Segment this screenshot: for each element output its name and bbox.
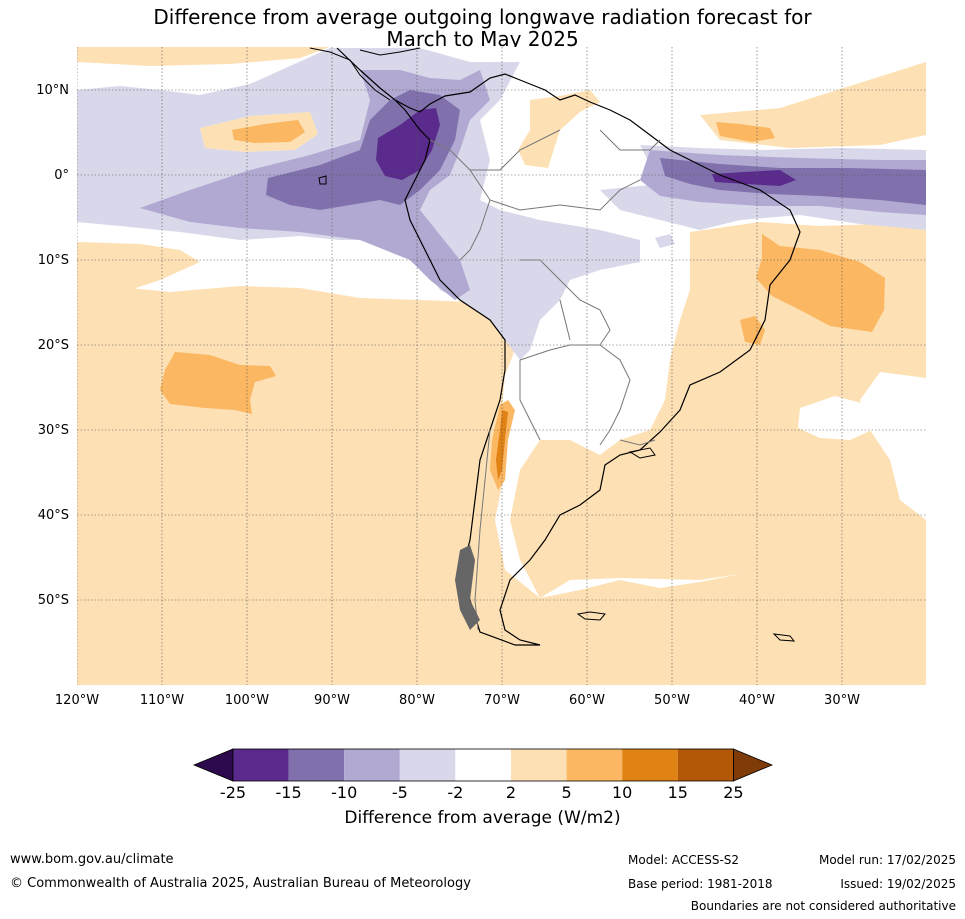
footer-model-run: Model run: 17/02/2025 bbox=[818, 853, 956, 867]
colorbar-tick-label: -5 bbox=[391, 783, 408, 802]
lon-label: 90°W bbox=[314, 693, 350, 708]
lat-label: 50°S bbox=[37, 593, 69, 608]
colorbar-tick-label: 10 bbox=[612, 783, 633, 802]
lon-label: 30°W bbox=[824, 693, 860, 708]
colorbar-tick-label: 25 bbox=[723, 783, 744, 802]
colorbar-tick-label: 5 bbox=[561, 783, 572, 802]
lat-label: 10°S bbox=[37, 253, 69, 268]
colorbar-segment bbox=[677, 749, 734, 781]
lat-label: 0° bbox=[54, 168, 69, 183]
land-neutral bbox=[510, 300, 670, 455]
graticule bbox=[77, 47, 926, 685]
colorbar-extend-max bbox=[733, 748, 774, 782]
lon-label: 40°W bbox=[739, 693, 775, 708]
lat-label: 10°N bbox=[36, 83, 69, 98]
colorbar-tick-label: -15 bbox=[275, 783, 302, 802]
map-contours bbox=[77, 47, 926, 685]
colorbar-segment bbox=[288, 749, 345, 781]
lon-label: 60°W bbox=[569, 693, 605, 708]
colorbar-outline bbox=[232, 748, 734, 782]
footer-disclaimer: Boundaries are not considered authoritat… bbox=[690, 899, 956, 913]
lon-label: 120°W bbox=[54, 693, 100, 708]
lat-label: 20°S bbox=[37, 338, 69, 353]
lon-label: 80°W bbox=[399, 693, 435, 708]
colorbar-segment bbox=[566, 749, 623, 781]
colorbar-segment bbox=[455, 749, 511, 781]
footer-base-period: Base period: 1981-2018 bbox=[628, 877, 773, 891]
colorbar-segment bbox=[511, 749, 567, 781]
colorbar-tick-label: 15 bbox=[667, 783, 688, 802]
colorbar-tick-label: -2 bbox=[447, 783, 464, 802]
title-line-2: March to May 2025 bbox=[386, 27, 579, 51]
south-america-coastline bbox=[336, 47, 801, 646]
footer-issued: Issued: 19/02/2025 bbox=[840, 877, 956, 891]
map-title: Difference from average outgoing longwav… bbox=[0, 6, 965, 50]
contour-positive-blob-brazil bbox=[756, 234, 885, 332]
lon-label: 100°W bbox=[224, 693, 270, 708]
colorbar-extend-min bbox=[192, 748, 234, 782]
colorbar-tick-label: -10 bbox=[331, 783, 358, 802]
colorbar-tick-label: 2 bbox=[505, 783, 517, 802]
colorbar-segment bbox=[344, 749, 400, 781]
country-borders bbox=[429, 129, 661, 631]
title-line-1: Difference from average outgoing longwav… bbox=[153, 5, 812, 29]
lon-label: 70°W bbox=[484, 693, 520, 708]
lon-label: 50°W bbox=[654, 693, 690, 708]
colorbar-segment bbox=[233, 749, 289, 781]
colorbar-segment bbox=[622, 749, 678, 781]
contour-positive-west-pacific bbox=[77, 242, 505, 525]
colorbar-segment bbox=[399, 749, 456, 781]
contour-positive-north bbox=[77, 47, 330, 66]
colorbar-tick-label: -25 bbox=[219, 783, 247, 802]
footer-website: www.bom.gov.au/climate bbox=[10, 852, 174, 867]
footer-model: Model: ACCESS-S2 bbox=[628, 853, 740, 867]
footer-copyright: © Commonwealth of Australia 2025, Austra… bbox=[10, 876, 471, 891]
lat-label: 40°S bbox=[37, 508, 69, 523]
lon-label: 110°W bbox=[139, 693, 185, 708]
colorbar-label: Difference from average (W/m2) bbox=[344, 808, 621, 828]
lat-label: 30°S bbox=[37, 423, 69, 438]
